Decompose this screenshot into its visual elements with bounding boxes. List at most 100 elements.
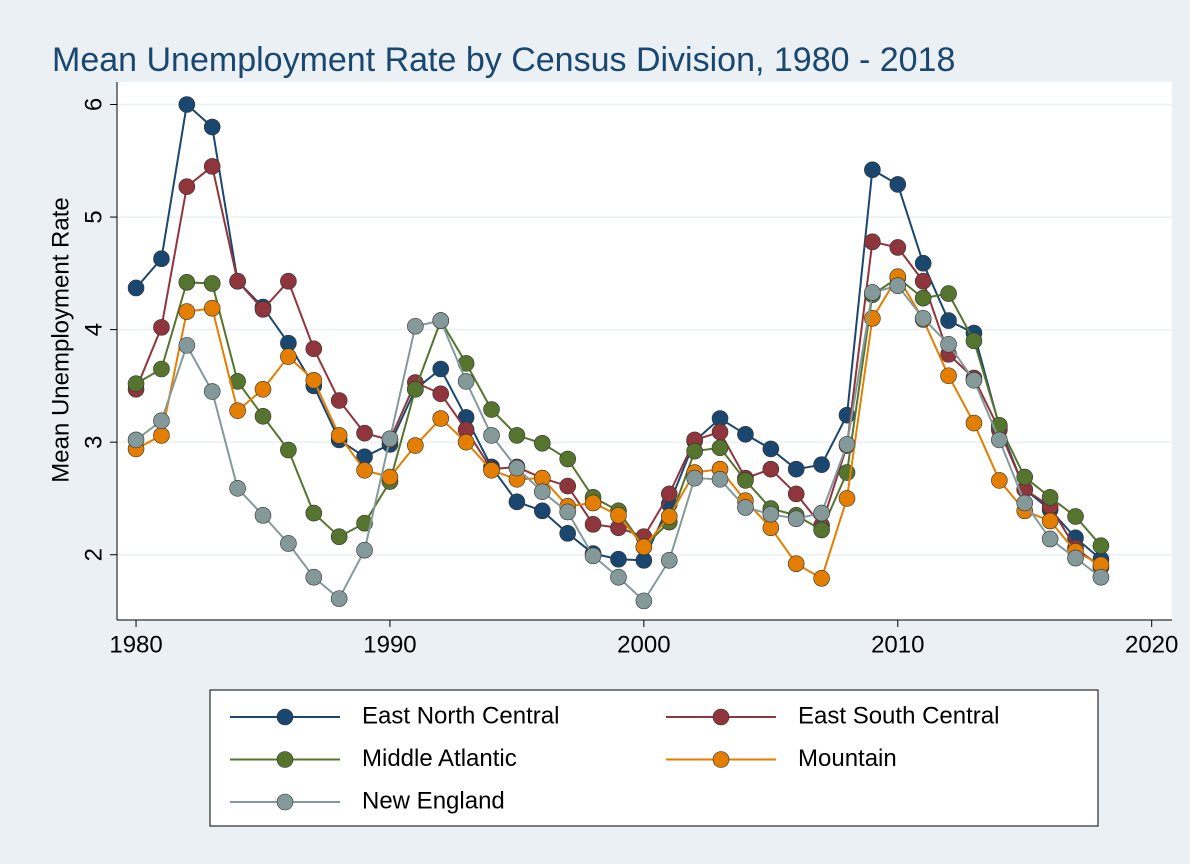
point — [940, 312, 957, 329]
point — [965, 371, 983, 389]
point — [153, 360, 170, 378]
point — [635, 592, 653, 610]
point — [914, 310, 932, 327]
point — [660, 508, 678, 525]
point — [813, 504, 830, 522]
point — [432, 385, 450, 403]
point — [864, 161, 881, 179]
point — [762, 440, 780, 458]
legend — [209, 689, 1099, 827]
point — [711, 439, 729, 457]
point — [965, 332, 983, 350]
point — [305, 340, 323, 358]
point — [280, 441, 297, 459]
point — [940, 335, 957, 353]
point — [483, 427, 500, 444]
point — [610, 568, 627, 586]
point — [381, 468, 399, 486]
point — [178, 274, 196, 291]
y-tick-label: 3 — [80, 435, 107, 448]
point — [153, 250, 170, 268]
point — [229, 402, 246, 419]
point — [407, 380, 424, 398]
point — [330, 590, 348, 607]
point — [280, 348, 297, 365]
point — [381, 430, 399, 448]
point — [457, 373, 475, 390]
point — [889, 176, 907, 193]
point — [914, 289, 932, 307]
point — [534, 502, 551, 520]
point — [838, 464, 856, 481]
point — [483, 401, 500, 418]
point — [330, 392, 348, 409]
point — [508, 427, 526, 444]
point — [432, 410, 450, 427]
point — [1016, 494, 1034, 512]
point — [280, 272, 297, 290]
point — [1092, 537, 1110, 555]
chart-title: Mean Unemployment Rate by Census Divisio… — [52, 41, 955, 79]
point — [737, 472, 754, 489]
legend-label: Middle Atlantic — [362, 745, 517, 772]
legend-marker — [712, 708, 730, 726]
point — [813, 570, 830, 587]
point — [1067, 508, 1084, 525]
point — [356, 514, 373, 532]
legend-marker — [276, 708, 294, 726]
point — [305, 504, 323, 522]
point — [305, 568, 323, 586]
point — [787, 460, 805, 478]
point — [762, 460, 780, 478]
point — [280, 535, 297, 552]
legend-label: East South Central — [798, 702, 999, 729]
point — [457, 433, 475, 451]
point — [914, 272, 932, 290]
point — [737, 425, 754, 443]
point — [254, 407, 272, 425]
legend-marker — [712, 751, 730, 768]
point — [965, 414, 983, 432]
point — [127, 279, 145, 297]
point — [940, 285, 957, 302]
y-tick-label: 6 — [80, 98, 107, 111]
point — [356, 541, 373, 559]
point — [432, 360, 450, 378]
x-tick-label: 2020 — [1125, 631, 1178, 658]
point — [889, 239, 907, 256]
x-tick-label: 2000 — [617, 631, 670, 658]
x-tick-label: 1980 — [109, 631, 162, 658]
point — [813, 521, 830, 539]
legend-label: Mountain — [798, 745, 897, 772]
point — [787, 485, 805, 503]
point — [178, 337, 196, 354]
point — [330, 528, 348, 546]
point — [203, 158, 221, 175]
point — [813, 456, 830, 473]
point — [1041, 489, 1059, 506]
point — [203, 383, 221, 400]
point — [178, 96, 196, 113]
point — [559, 477, 576, 495]
point — [330, 427, 348, 444]
point — [660, 485, 678, 503]
y-tick-label: 4 — [80, 323, 107, 336]
point — [610, 550, 627, 568]
point — [254, 301, 272, 318]
point — [660, 552, 678, 569]
point — [508, 493, 526, 511]
point — [711, 471, 729, 488]
point — [356, 424, 373, 442]
point — [559, 525, 576, 542]
point — [534, 434, 551, 452]
point — [838, 436, 856, 453]
y-axis-label: Mean Unemployment Rate — [47, 197, 74, 482]
point — [584, 516, 602, 533]
point — [610, 507, 627, 524]
point — [838, 490, 856, 507]
point — [711, 423, 729, 441]
point — [127, 431, 145, 449]
point — [635, 538, 653, 556]
point — [203, 118, 221, 136]
